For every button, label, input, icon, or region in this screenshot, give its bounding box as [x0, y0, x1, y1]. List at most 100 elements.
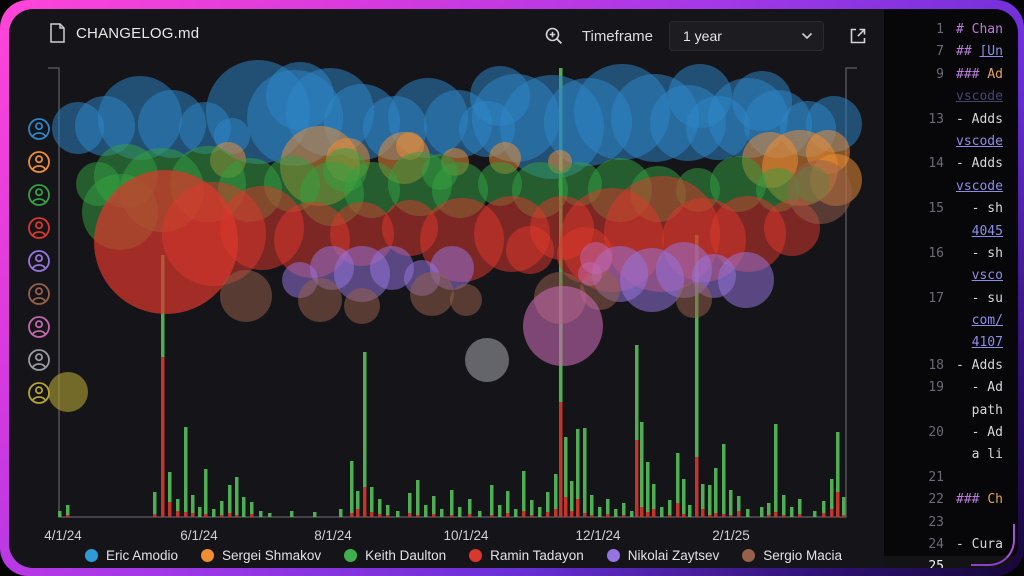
- legend-item: Sergio Macia: [742, 548, 842, 563]
- line-number: 7: [936, 44, 944, 60]
- editor-line: 19 - Ad: [884, 377, 1018, 399]
- line-content: 4107: [971, 335, 1003, 351]
- line-content: ### Ch: [956, 492, 1003, 508]
- line-number: [884, 400, 956, 422]
- editor-line: 21: [884, 467, 1018, 489]
- line-content: [956, 467, 1018, 489]
- editor-line: 7 ## [Un: [884, 41, 1018, 63]
- line-content: - Adds: [956, 156, 1003, 172]
- line-content: - Ad: [956, 380, 1003, 396]
- x-axis-label: 2/1/25: [712, 528, 750, 543]
- line-content: vsco: [971, 268, 1003, 284]
- editor-line: vscode: [884, 176, 1018, 198]
- editor-line: 23: [884, 512, 1018, 534]
- author-avatar-icon[interactable]: [27, 249, 51, 273]
- legend-color-dot: [344, 549, 358, 562]
- line-content: # Chan: [956, 22, 1003, 37]
- editor-line: 4107: [884, 332, 1018, 354]
- line-number: 19: [928, 380, 944, 396]
- author-avatar-icon[interactable]: [27, 216, 51, 240]
- line-number: 24: [928, 536, 944, 552]
- line-number: 14: [928, 156, 944, 172]
- line-content: path: [956, 402, 1003, 418]
- editor-line: 1 # Chan: [884, 19, 1018, 41]
- editor-line: 22 ### Ch: [884, 489, 1018, 511]
- line-content: ## [Un: [956, 44, 1003, 60]
- open-in-editor-button[interactable]: [846, 24, 870, 48]
- legend-color-dot: [469, 549, 483, 562]
- legend-item: Ramin Tadayon: [469, 548, 584, 563]
- line-number: 20: [928, 425, 944, 441]
- chevron-down-icon: [801, 32, 813, 40]
- line-number: 16: [928, 245, 944, 261]
- legend-item: Nikolai Zaytsev: [606, 548, 720, 563]
- line-content: a li: [956, 447, 1003, 463]
- line-number: [884, 131, 956, 153]
- timeframe-selected-value: 1 year: [683, 28, 722, 44]
- visual-file-history-panel: CHANGELOG.md Timeframe 1 year: [9, 9, 1018, 568]
- line-content: - sh: [956, 201, 1003, 217]
- header: CHANGELOG.md Timeframe 1 year: [9, 9, 1018, 57]
- legend-color-dot: [85, 549, 98, 562]
- author-avatar-icon[interactable]: [27, 117, 51, 141]
- line-number: 21: [928, 469, 944, 485]
- line-number: [884, 221, 956, 243]
- editor-line: 18 - Adds: [884, 355, 1018, 377]
- zoom-in-button[interactable]: [542, 24, 566, 48]
- line-content: ### Ad: [956, 66, 1003, 82]
- author-avatar-icon[interactable]: [27, 348, 51, 372]
- line-number: 25: [928, 559, 944, 568]
- line-number: [884, 444, 956, 466]
- line-number: [884, 310, 956, 332]
- legend-author-name: Sergei Shmakov: [222, 548, 322, 563]
- editor-line: 16 - sh: [884, 243, 1018, 265]
- x-axis-label: 8/1/24: [314, 528, 352, 543]
- editor-line: 9 ### Ad: [884, 64, 1018, 86]
- author-avatar-icon[interactable]: [27, 282, 51, 306]
- legend-author-name: Nikolai Zaytsev: [627, 548, 720, 563]
- editor-line: 17 - su: [884, 288, 1018, 310]
- editor-line: path: [884, 400, 1018, 422]
- legend-color-dot: [606, 549, 620, 562]
- editor-line: 15 - sh: [884, 198, 1018, 220]
- line-number: [884, 332, 956, 354]
- chart-legend: Eric Amodio Sergei Shmakov Keith Daulton Ra…: [85, 548, 842, 563]
- editor-line: 25: [884, 556, 1018, 568]
- line-content: vscode: [956, 89, 1003, 105]
- author-avatar-icon[interactable]: [27, 150, 51, 174]
- line-number: 22: [928, 492, 944, 508]
- line-content: - Ad: [956, 425, 1003, 441]
- legend-color-dot: [201, 549, 215, 562]
- line-content: com/: [971, 313, 1003, 329]
- editor-line: 14 - Adds: [884, 153, 1018, 175]
- legend-item: Keith Daulton: [344, 548, 446, 563]
- line-content: - su: [956, 290, 1003, 306]
- author-avatar-icon[interactable]: [27, 183, 51, 207]
- editor-line: a li: [884, 444, 1018, 466]
- author-avatar-icon[interactable]: [27, 315, 51, 339]
- line-content: vscode: [956, 133, 1003, 149]
- legend-item: Sergei Shmakov: [201, 548, 321, 563]
- line-content: [956, 556, 1018, 568]
- file-history-chart[interactable]: [9, 9, 1018, 568]
- editor-line: com/: [884, 310, 1018, 332]
- line-number: 13: [928, 111, 944, 127]
- author-avatar-rail: [27, 117, 51, 405]
- line-number: [884, 86, 956, 108]
- line-number: 1: [936, 22, 944, 37]
- line-content: - Cura: [956, 536, 1003, 552]
- x-axis-labels: 4/1/24 6/1/24 8/1/24 10/1/24 12/1/24 2/1/25: [9, 9, 1018, 568]
- line-content: [956, 512, 1018, 534]
- line-content: - Adds: [956, 357, 1003, 373]
- editor-line: 4045: [884, 221, 1018, 243]
- line-number: [884, 265, 956, 287]
- editor-line: 20 - Ad: [884, 422, 1018, 444]
- timeframe-select[interactable]: 1 year: [669, 21, 824, 51]
- external-link-icon: [850, 28, 866, 44]
- file-icon: [50, 23, 65, 43]
- editor-line: vscode: [884, 86, 1018, 108]
- line-content: - Adds: [956, 111, 1003, 127]
- file-name: CHANGELOG.md: [76, 24, 200, 42]
- changelog-editor[interactable]: 1 # Chan 7 ## [Un 9 ### Ad vscode 13 - Adds vscod…: [884, 9, 1018, 568]
